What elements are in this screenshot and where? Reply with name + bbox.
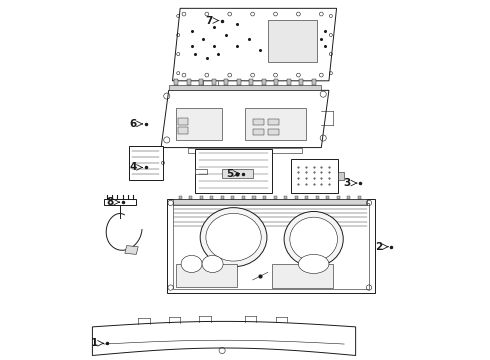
- Polygon shape: [252, 196, 255, 199]
- Polygon shape: [231, 196, 234, 199]
- Polygon shape: [174, 79, 178, 85]
- Polygon shape: [161, 90, 329, 148]
- Text: 2: 2: [375, 242, 382, 252]
- Polygon shape: [305, 196, 308, 199]
- Polygon shape: [268, 20, 318, 62]
- Polygon shape: [167, 199, 375, 293]
- Polygon shape: [274, 79, 278, 85]
- Polygon shape: [262, 79, 266, 85]
- Polygon shape: [210, 196, 213, 199]
- Polygon shape: [199, 79, 203, 85]
- Polygon shape: [129, 146, 163, 180]
- Polygon shape: [347, 196, 350, 199]
- Polygon shape: [224, 79, 228, 85]
- Polygon shape: [249, 79, 253, 85]
- Polygon shape: [176, 264, 237, 287]
- Polygon shape: [312, 79, 316, 85]
- Polygon shape: [337, 196, 340, 199]
- Text: 4: 4: [129, 162, 137, 172]
- Polygon shape: [93, 321, 356, 355]
- Text: 5: 5: [226, 168, 234, 179]
- Text: 8: 8: [106, 197, 114, 207]
- Polygon shape: [358, 196, 361, 199]
- Polygon shape: [172, 199, 367, 205]
- Text: 3: 3: [344, 178, 351, 188]
- Polygon shape: [294, 196, 298, 199]
- Polygon shape: [284, 196, 287, 199]
- Polygon shape: [237, 79, 241, 85]
- Polygon shape: [326, 196, 329, 199]
- Polygon shape: [189, 196, 192, 199]
- Polygon shape: [172, 203, 369, 289]
- Polygon shape: [287, 79, 291, 85]
- Ellipse shape: [200, 208, 267, 267]
- Polygon shape: [316, 196, 319, 199]
- Polygon shape: [188, 148, 302, 153]
- Polygon shape: [169, 85, 321, 90]
- Polygon shape: [179, 196, 182, 199]
- Polygon shape: [263, 196, 266, 199]
- Polygon shape: [273, 196, 276, 199]
- Polygon shape: [125, 246, 138, 255]
- Ellipse shape: [181, 255, 202, 273]
- Ellipse shape: [202, 255, 223, 273]
- Polygon shape: [268, 119, 279, 125]
- Polygon shape: [339, 172, 344, 180]
- Polygon shape: [222, 168, 253, 178]
- Text: 7: 7: [206, 15, 213, 26]
- Polygon shape: [272, 264, 333, 288]
- Polygon shape: [268, 129, 279, 135]
- Ellipse shape: [290, 217, 338, 261]
- Polygon shape: [253, 129, 264, 135]
- Polygon shape: [104, 199, 136, 205]
- Polygon shape: [212, 79, 216, 85]
- Polygon shape: [221, 196, 224, 199]
- Ellipse shape: [298, 255, 329, 274]
- Polygon shape: [176, 108, 222, 140]
- Polygon shape: [200, 196, 203, 199]
- Polygon shape: [242, 196, 245, 199]
- Polygon shape: [187, 79, 191, 85]
- Polygon shape: [196, 149, 272, 193]
- Polygon shape: [196, 168, 207, 174]
- Ellipse shape: [284, 211, 343, 267]
- Polygon shape: [291, 159, 339, 193]
- Polygon shape: [245, 108, 306, 140]
- Polygon shape: [299, 79, 303, 85]
- Text: 1: 1: [91, 338, 98, 348]
- Text: 6: 6: [129, 119, 137, 129]
- Polygon shape: [172, 8, 337, 81]
- Ellipse shape: [206, 213, 261, 261]
- Polygon shape: [178, 118, 188, 125]
- Polygon shape: [178, 127, 188, 134]
- Polygon shape: [253, 119, 264, 125]
